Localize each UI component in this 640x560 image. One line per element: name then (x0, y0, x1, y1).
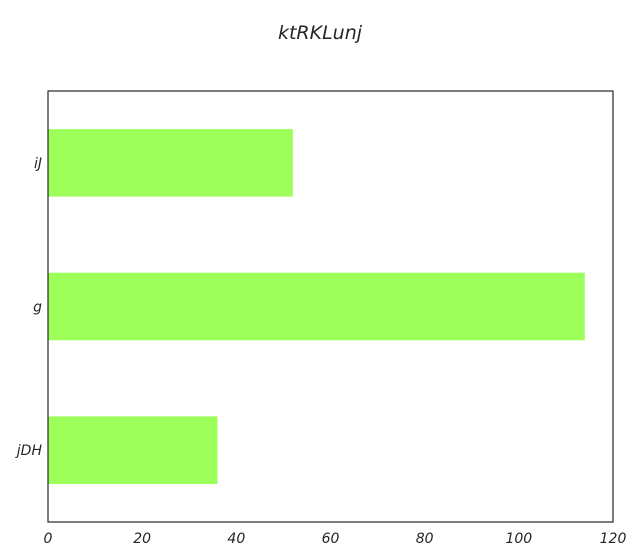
y-axis-ticks: iJ g jDH (15, 156, 43, 459)
x-tick-label: 120 (600, 531, 627, 547)
bar-jDH (48, 416, 218, 484)
plot-frame (47, 90, 614, 523)
bar-iJ (48, 129, 293, 197)
bar-g (48, 272, 585, 341)
y-tick-label: jDH (15, 443, 43, 459)
chart-title: ktRKLunj (277, 22, 363, 44)
bars-group (48, 129, 585, 484)
y-tick-label: g (33, 300, 42, 316)
x-tick-label: 80 (416, 531, 434, 547)
x-tick-label: 40 (227, 531, 245, 547)
y-tick-label: iJ (34, 156, 42, 172)
x-tick-label: 0 (44, 531, 53, 547)
x-tick-label: 60 (322, 531, 340, 547)
x-axis-ticks: 0 20 40 60 80 100 120 (44, 531, 627, 547)
x-tick-label: 20 (133, 531, 151, 547)
x-tick-label: 100 (505, 531, 532, 547)
